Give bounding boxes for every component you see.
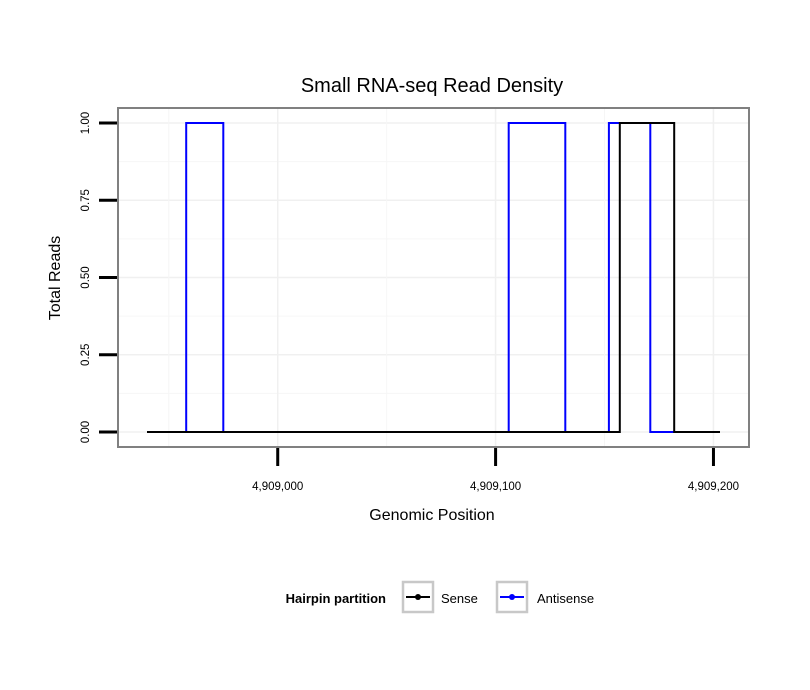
- plot-panel-border: [117, 107, 750, 448]
- legend-title: Hairpin partition: [286, 591, 386, 606]
- y-tick-label: 0.75: [80, 189, 92, 211]
- grid: [118, 108, 749, 447]
- series-layer: [147, 122, 720, 433]
- y-tick-label: 0.50: [80, 266, 92, 288]
- legend-label-antisense: Antisense: [537, 591, 594, 606]
- series-line-sense: [147, 122, 720, 433]
- x-tick-label: 4,909,000: [252, 481, 303, 493]
- y-axis-ticks: 0.00 0.25 0.50 0.75 1.00: [80, 112, 117, 443]
- x-tick-label: 4,909,100: [470, 481, 521, 493]
- y-tick-label: 0.00: [80, 421, 92, 443]
- chart-title: Small RNA-seq Read Density: [301, 75, 563, 97]
- legend: Hairpin partition Sense Antisense: [286, 580, 594, 614]
- y-axis-title: Total Reads: [47, 236, 64, 321]
- y-tick-label: 0.25: [80, 344, 92, 366]
- x-tick-label: 4,909,200: [688, 481, 739, 493]
- x-axis-ticks: 4,909,000 4,909,100 4,909,200: [252, 448, 739, 493]
- legend-key-antisense-dot: [509, 594, 515, 600]
- legend-label-sense: Sense: [441, 591, 478, 606]
- legend-key-sense-dot: [415, 594, 421, 600]
- y-tick-label: 1.00: [80, 112, 92, 134]
- x-axis-title: Genomic Position: [369, 507, 494, 524]
